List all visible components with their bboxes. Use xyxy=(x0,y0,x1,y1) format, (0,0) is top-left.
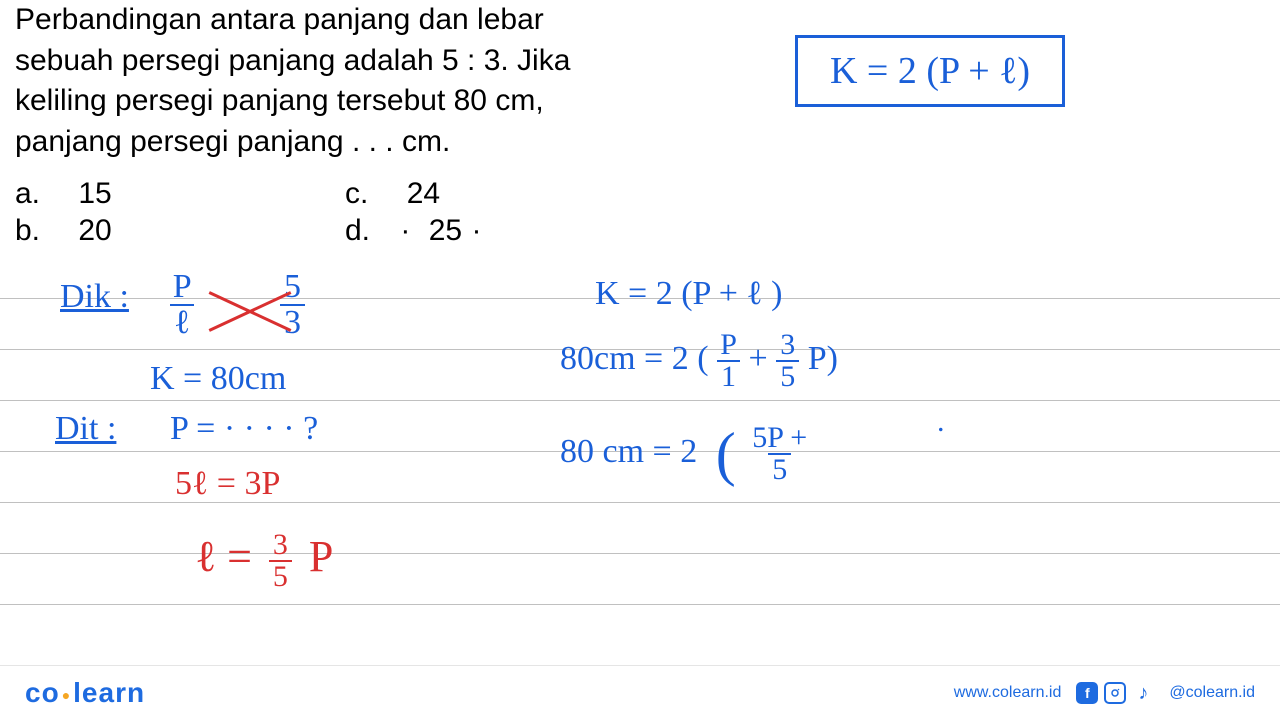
dik-label: Dik : xyxy=(60,278,129,316)
tiktok-icon: ♪ xyxy=(1132,682,1154,704)
option-d-value: 25 xyxy=(429,214,462,247)
work-line2: 80cm = 2 ( P1 + 35 P) xyxy=(560,330,838,392)
option-d-dot1: · xyxy=(400,214,410,247)
work-line1: K = 2 (P + ℓ ) xyxy=(595,275,782,313)
social-icons: f ♪ xyxy=(1076,682,1154,704)
option-c-letter: c. xyxy=(345,177,368,210)
logo-dot-icon: ● xyxy=(62,687,71,703)
dik-fraction: Pℓ xyxy=(170,270,194,340)
work-line3: 80 cm = 2 ( 5P +5 xyxy=(560,420,809,489)
option-b: b. 20 xyxy=(15,214,345,248)
footer-url: www.colearn.id xyxy=(954,684,1062,702)
option-a-letter: a. xyxy=(15,177,40,210)
ruled-line xyxy=(0,400,1280,401)
options-block: a. 15 c. 24 b. 20 d. · 25 · xyxy=(15,177,481,251)
red-eq2: ℓ = 35 P xyxy=(195,530,333,592)
option-c-value: 24 xyxy=(407,177,440,210)
dik-fraction-right: 53 xyxy=(280,270,305,340)
work-dot: . xyxy=(937,405,945,439)
option-row-1: a. 15 c. 24 xyxy=(15,177,481,211)
ruled-line xyxy=(0,604,1280,605)
question-text: Perbandingan antara panjang dan lebar se… xyxy=(15,0,625,162)
logo-right: learn xyxy=(73,677,145,708)
formula-box: K = 2 (P + ℓ) xyxy=(795,35,1065,107)
footer: co●learn www.colearn.id f ♪ @colearn.id xyxy=(0,665,1280,720)
red-eq1: 5ℓ = 3P xyxy=(175,465,280,503)
logo: co●learn xyxy=(25,677,145,709)
option-b-letter: b. xyxy=(15,214,40,247)
dit-p: P = · · · · ? xyxy=(170,410,318,448)
footer-right: www.colearn.id f ♪ @colearn.id xyxy=(954,682,1255,704)
k-equals: K = 80cm xyxy=(150,360,286,398)
option-d-dot2: · xyxy=(471,214,481,247)
facebook-icon: f xyxy=(1076,682,1098,704)
footer-handle: @colearn.id xyxy=(1169,684,1255,702)
ruled-line xyxy=(0,553,1280,554)
dit-label: Dit : xyxy=(55,410,116,448)
logo-left: co xyxy=(25,677,60,708)
instagram-icon xyxy=(1104,682,1126,704)
option-b-value: 20 xyxy=(78,214,111,247)
option-row-2: b. 20 d. · 25 · xyxy=(15,214,481,248)
option-a: a. 15 xyxy=(15,177,345,211)
option-d: d. · 25 · xyxy=(345,214,481,248)
option-a-value: 15 xyxy=(78,177,111,210)
option-d-letter: d. xyxy=(345,214,370,247)
option-c: c. 24 xyxy=(345,177,440,211)
